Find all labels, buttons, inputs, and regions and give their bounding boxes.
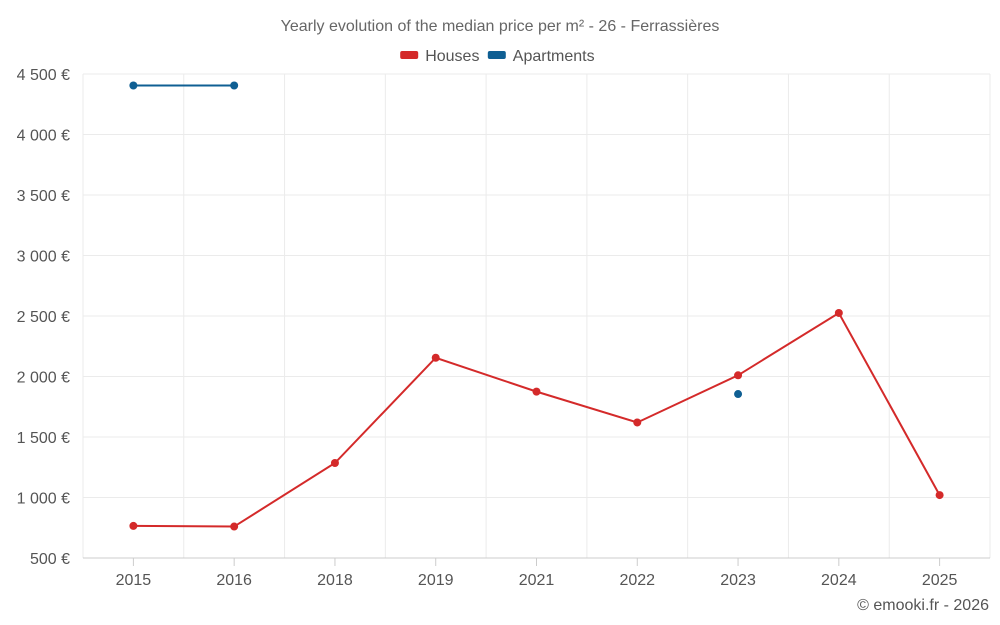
legend-swatch (400, 51, 419, 59)
credit-text: © emooki.fr - 2026 (857, 597, 989, 614)
y-tick-label: 4 500 € (17, 67, 70, 84)
data-point[interactable] (734, 371, 743, 380)
legend-item-houses[interactable]: Houses (400, 48, 479, 65)
y-tick-label: 2 500 € (17, 309, 70, 326)
data-point[interactable] (230, 81, 239, 90)
y-tick-label: 3 000 € (17, 249, 70, 266)
data-point[interactable] (230, 522, 239, 531)
legend-item-apartments[interactable]: Apartments (487, 48, 595, 65)
series-houses (129, 308, 944, 531)
data-point[interactable] (734, 390, 743, 399)
legend-swatch (487, 51, 506, 59)
series-apartments (129, 81, 743, 399)
y-tick-label: 2 000 € (17, 370, 70, 387)
x-tick-label: 2021 (519, 572, 555, 589)
data-point[interactable] (330, 459, 339, 468)
y-tick-label: 1 000 € (17, 491, 70, 508)
legend: Houses Apartments (400, 48, 595, 65)
data-point[interactable] (532, 387, 541, 396)
x-tick-label: 2019 (418, 572, 454, 589)
data-point[interactable] (935, 491, 944, 500)
axes: 500 € 1 000 € 1 500 € 2 000 € 2 500 € 3 000 €… (17, 67, 990, 589)
legend-label: Apartments (513, 48, 595, 65)
data-point[interactable] (834, 308, 843, 317)
data-point[interactable] (431, 353, 440, 362)
data-point[interactable] (633, 418, 642, 427)
series-layer (129, 81, 944, 531)
data-point[interactable] (129, 521, 138, 530)
x-tick-label: 2015 (116, 572, 152, 589)
chart-title: Yearly evolution of the median price per… (281, 18, 720, 35)
x-tick-label: 2024 (821, 572, 857, 589)
grid (82, 73, 991, 558)
y-tick-label: 3 500 € (17, 188, 70, 205)
x-tick-label: 2025 (922, 572, 958, 589)
x-tick-label: 2016 (216, 572, 252, 589)
y-tick-label: 1 500 € (17, 430, 70, 447)
x-tick-label: 2022 (619, 572, 655, 589)
x-tick-label: 2023 (720, 572, 756, 589)
series-line (133, 311, 941, 528)
y-tick-label: 4 000 € (17, 128, 70, 145)
y-tick-label: 500 € (30, 551, 70, 568)
legend-label: Houses (425, 48, 479, 65)
x-tick-label: 2018 (317, 572, 353, 589)
data-point[interactable] (129, 81, 138, 90)
